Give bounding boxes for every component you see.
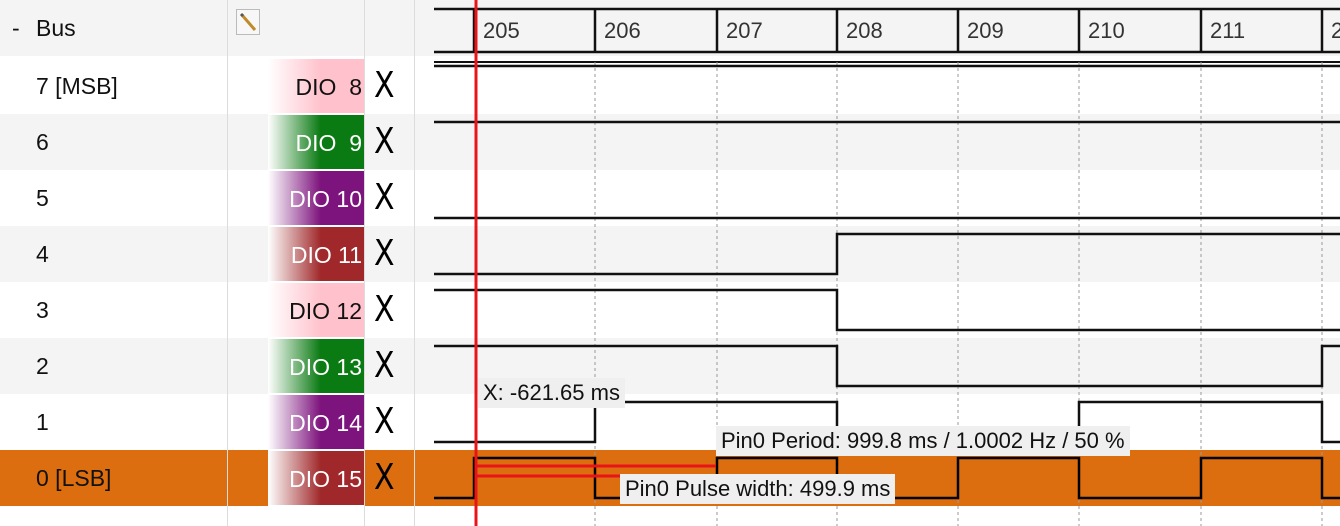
signal-waveform (434, 456, 1340, 500)
cursor-readout: X: -621.65 ms (478, 378, 625, 408)
channel-name[interactable]: 4 (36, 241, 49, 267)
dio-pin-label[interactable]: DIO 14 (268, 394, 364, 450)
channel-row[interactable]: 3 DIO 12 X (0, 282, 1340, 338)
timeline-tick-label: 206 (604, 18, 641, 43)
remove-channel-button[interactable]: X (374, 400, 395, 443)
signal-waveform (434, 232, 1340, 276)
dio-pin-label[interactable]: DIO 9 (268, 114, 364, 170)
channel-name[interactable]: 7 [MSB] (36, 73, 118, 99)
remove-channel-button[interactable]: X (374, 456, 395, 499)
channel-row[interactable]: 2 DIO 13 X (0, 338, 1340, 394)
channel-name[interactable]: 0 [LSB] (36, 465, 112, 491)
timeline-tick-label: 2 (1331, 18, 1340, 43)
dio-pin-label[interactable]: DIO 8 (268, 58, 364, 114)
timeline-tick-label: 211 (1210, 18, 1245, 43)
dio-pin-label[interactable]: DIO 13 (268, 338, 364, 394)
timeline-tick-label: 205 (483, 18, 520, 43)
column-divider (227, 0, 228, 526)
channel-name[interactable]: 5 (36, 185, 49, 211)
signal-waveform (434, 288, 1340, 332)
dio-pin-label[interactable]: DIO 10 (268, 170, 364, 226)
bus-label: Bus (36, 15, 76, 41)
pulse-width-measurement: Pin0 Pulse width: 499.9 ms (620, 474, 896, 504)
remove-channel-button[interactable]: X (374, 120, 395, 163)
remove-channel-button[interactable]: X (374, 64, 395, 107)
signal-waveform (434, 344, 1340, 388)
period-measurement: Pin0 Period: 999.8 ms / 1.0002 Hz / 50 % (716, 426, 1130, 456)
dio-pin-label[interactable]: DIO 12 (268, 282, 364, 338)
timeline-tick-label: 210 (1088, 18, 1125, 43)
dio-pin-label[interactable]: DIO 11 (268, 226, 364, 282)
column-divider (364, 0, 365, 526)
remove-channel-button[interactable]: X (374, 232, 395, 275)
channel-name[interactable]: 2 (36, 353, 49, 379)
channel-name[interactable]: 3 (36, 297, 49, 323)
timeline-tick-label: 209 (967, 18, 1004, 43)
remove-channel-button[interactable]: X (374, 288, 395, 331)
edit-pencil-icon[interactable] (236, 9, 260, 35)
channel-name[interactable]: 1 (36, 409, 49, 435)
dio-pin-label[interactable]: DIO 15 (268, 450, 364, 506)
bus-collapse-toggle[interactable]: - (12, 15, 20, 41)
channel-row[interactable]: 5 DIO 10 X (0, 170, 1340, 226)
column-divider (414, 0, 415, 526)
remove-channel-button[interactable]: X (374, 176, 395, 219)
channel-row[interactable]: 4 DIO 11 X (0, 226, 1340, 282)
channel-name[interactable]: 6 (36, 129, 49, 155)
timeline-tick-label: 207 (726, 18, 763, 43)
timeline-tick-label: 208 (846, 18, 883, 43)
remove-channel-button[interactable]: X (374, 344, 395, 387)
